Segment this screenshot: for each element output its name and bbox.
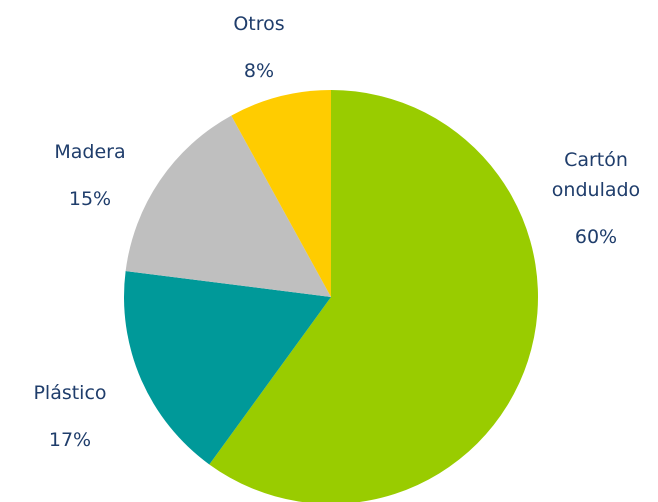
slice-label: Otros 8% [194, 9, 324, 86]
slice-label: Cartón ondulado 60% [531, 145, 658, 252]
category-label: Otros [233, 13, 285, 35]
slice [231, 90, 331, 297]
slice-label: Plástico 17% [5, 378, 135, 455]
value-label: 17% [48, 429, 92, 451]
value-label: 15% [68, 188, 112, 210]
slice-label: Madera 15% [25, 137, 155, 214]
value-label: 60% [574, 226, 618, 248]
category-label: Plástico [33, 382, 107, 404]
category-label: Cartón ondulado [551, 149, 641, 201]
slice [125, 115, 331, 297]
slice [124, 271, 331, 465]
category-label: Madera [54, 141, 126, 163]
slice [209, 90, 538, 502]
value-label: 8% [243, 60, 275, 82]
